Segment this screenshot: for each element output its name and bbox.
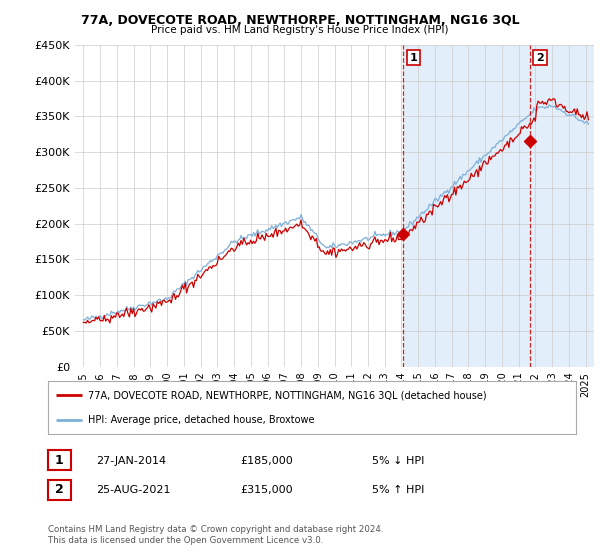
Text: 2: 2 [55, 483, 64, 496]
Text: HPI: Average price, detached house, Broxtowe: HPI: Average price, detached house, Brox… [88, 414, 314, 424]
Text: 27-JAN-2014: 27-JAN-2014 [96, 456, 166, 466]
Text: 5% ↓ HPI: 5% ↓ HPI [372, 456, 424, 466]
Text: Contains HM Land Registry data © Crown copyright and database right 2024.
This d: Contains HM Land Registry data © Crown c… [48, 525, 383, 545]
Text: £315,000: £315,000 [240, 485, 293, 495]
Text: 25-AUG-2021: 25-AUG-2021 [96, 485, 170, 495]
Text: £185,000: £185,000 [240, 456, 293, 466]
Text: 1: 1 [55, 454, 64, 467]
Text: 2: 2 [536, 53, 544, 63]
Text: 77A, DOVECOTE ROAD, NEWTHORPE, NOTTINGHAM, NG16 3QL (detached house): 77A, DOVECOTE ROAD, NEWTHORPE, NOTTINGHA… [88, 390, 486, 400]
Text: 5% ↑ HPI: 5% ↑ HPI [372, 485, 424, 495]
Text: 1: 1 [410, 53, 417, 63]
Text: 77A, DOVECOTE ROAD, NEWTHORPE, NOTTINGHAM, NG16 3QL: 77A, DOVECOTE ROAD, NEWTHORPE, NOTTINGHA… [80, 14, 520, 27]
Text: Price paid vs. HM Land Registry's House Price Index (HPI): Price paid vs. HM Land Registry's House … [151, 25, 449, 35]
Bar [403, 45, 594, 367]
